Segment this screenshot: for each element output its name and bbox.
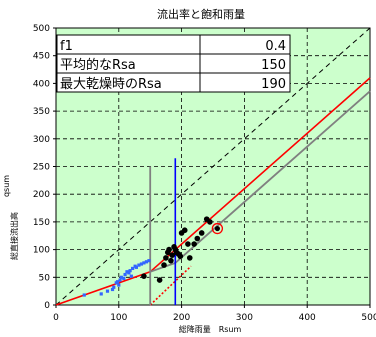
y-tick-label: 150 <box>33 218 50 228</box>
blue-square-point <box>128 269 132 273</box>
blue-square-point <box>118 278 122 282</box>
blue-square-point <box>99 292 103 296</box>
y-tick-label: 250 <box>33 163 50 173</box>
blue-square-point <box>129 274 133 278</box>
black-circle-point <box>166 246 172 253</box>
y-tick-label: 400 <box>33 79 50 89</box>
y-tick-label: 450 <box>33 52 50 62</box>
black-circle-point <box>191 241 197 247</box>
reference-lines <box>55 27 371 306</box>
table-frame <box>56 34 291 93</box>
black-circle-point <box>186 255 193 261</box>
table-param-value: 150 <box>261 58 286 73</box>
black-circle-point <box>198 230 205 236</box>
grid-lines <box>56 28 370 305</box>
highlight-point <box>214 225 220 232</box>
x-tick-label: 0 <box>53 313 59 323</box>
black-circle-point <box>161 262 167 268</box>
y-tick-label: 100 <box>33 246 50 256</box>
black-circle-point <box>177 253 184 260</box>
blue-square-point <box>115 280 120 284</box>
blue-square-point <box>137 263 141 267</box>
chart-title: 流出率と飽和雨量 <box>157 7 245 21</box>
table-param-value: 190 <box>261 77 286 92</box>
y-tick-label: 200 <box>33 190 50 200</box>
black-circle-point <box>207 219 213 225</box>
line-red-segment-2 <box>149 77 371 273</box>
line-red-dotted <box>149 265 192 306</box>
black-circle-point <box>169 252 175 258</box>
blue-square-point <box>131 266 135 271</box>
y-tick-label: 500 <box>33 24 50 34</box>
y-axis-sublabel: qsum <box>2 175 11 197</box>
blue-square-point <box>147 259 151 263</box>
blue-square-point <box>110 287 115 292</box>
x-tick-label: 400 <box>299 313 316 323</box>
table-param-label: f1 <box>60 39 73 54</box>
blue-square-point <box>134 265 138 269</box>
black-circle-point <box>185 241 191 247</box>
x-tick-label: 500 <box>361 313 376 323</box>
line-red-segment-1 <box>55 271 151 306</box>
y-tick-label: 300 <box>33 135 50 145</box>
blue-square-point <box>144 260 149 264</box>
black-circle-point <box>181 227 188 234</box>
y-axis-ticks: 0 50 100 150 200 250 300 350 400 450 500 <box>33 24 56 311</box>
x-tick-label: 200 <box>173 313 190 323</box>
black-circle-point <box>141 273 147 279</box>
line-1-1 <box>55 27 371 306</box>
black-circle-point <box>163 255 169 261</box>
x-tick-label: 300 <box>236 313 253 323</box>
blue-square-point <box>125 270 129 274</box>
blue-square-point <box>117 283 121 287</box>
blue-square-point <box>122 276 126 281</box>
highlight-ring-point <box>211 222 224 235</box>
y-tick-label: 50 <box>39 273 51 283</box>
blue-square-point <box>127 271 131 275</box>
blue-square-point <box>123 272 127 277</box>
table-param-label: 平均的なRsa <box>60 57 136 73</box>
black-circle-point <box>194 235 201 242</box>
black-circle-point <box>168 257 174 264</box>
blue-square-point <box>139 262 144 266</box>
parameter-table: f1 0.4 平均的なRsa 150 最大乾燥時のRsa 190 <box>56 34 291 93</box>
y-axis-label: 総直接流出高 <box>9 212 19 260</box>
x-axis-label: 総降雨量 Rsum <box>179 324 242 334</box>
blue-square-point <box>142 261 146 265</box>
y-tick-label: 350 <box>33 107 50 117</box>
blue-square-point <box>119 275 123 279</box>
blue-square-point <box>112 285 116 289</box>
x-tick-label: 100 <box>110 313 127 323</box>
black-circle-point <box>156 277 163 283</box>
y-tick-label: 0 <box>44 301 50 311</box>
data-points <box>82 216 224 297</box>
table-param-label: 最大乾燥時のRsa <box>60 77 162 92</box>
table-param-value: 0.4 <box>265 39 286 54</box>
blue-square-point <box>82 293 86 297</box>
blue-square-point <box>105 289 110 293</box>
